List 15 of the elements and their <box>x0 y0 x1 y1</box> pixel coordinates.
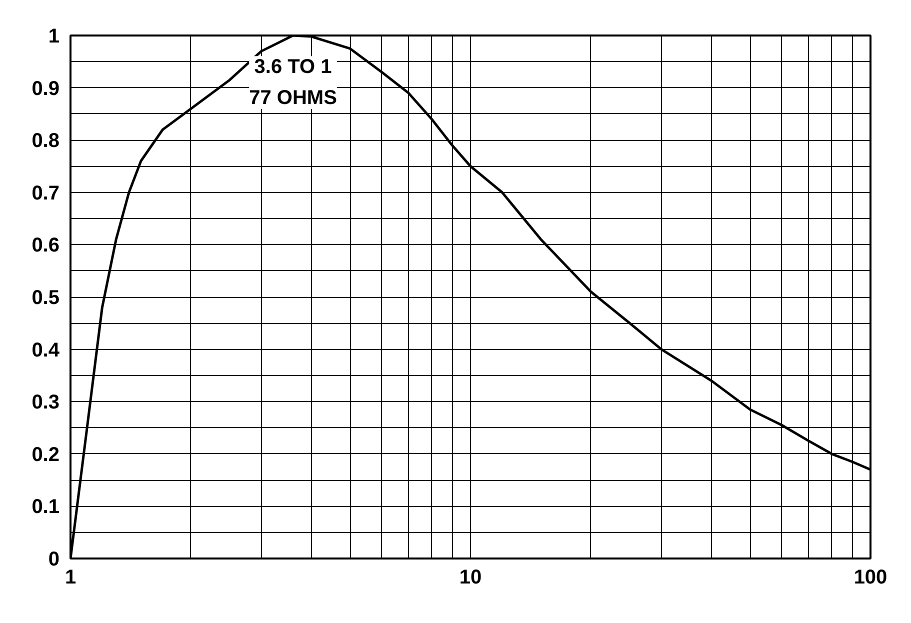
x-tick-label: 1 <box>64 566 76 588</box>
y-tick-label: 0.5 <box>32 287 60 309</box>
y-tick-label: 0.2 <box>32 444 60 466</box>
y-tick-label: 0.7 <box>32 182 60 204</box>
y-tick-label: 0.4 <box>32 339 60 362</box>
y-tick-label: 1 <box>48 26 60 48</box>
y-tick-label: 0 <box>48 548 60 570</box>
y-tick-label: 0.1 <box>32 496 60 518</box>
y-tick-label: 0.9 <box>32 78 60 100</box>
y-tick-label: 0.6 <box>32 234 60 257</box>
y-tick-label: 0.3 <box>32 392 60 414</box>
x-tick-label: 100 <box>854 566 888 588</box>
x-tick-label: 10 <box>459 566 482 588</box>
annotation: 3.6 TO 1 77 OHMS <box>249 56 337 109</box>
y-tick-label: 0.8 <box>32 130 60 152</box>
